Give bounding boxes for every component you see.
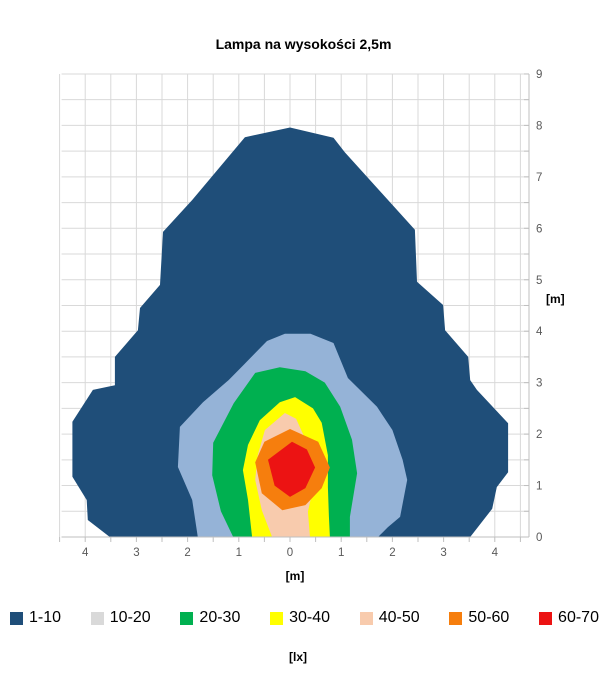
legend-swatch-icon	[539, 611, 553, 625]
legend-item-60-70: 60-70	[539, 609, 599, 627]
x-tick-label: 1	[338, 547, 344, 559]
contour-plot: 4 3 2 1 0 1 2 3 4 0 1 2 3 4 5 6 7 8 9	[59, 69, 543, 559]
legend-item-label: 60-70	[558, 609, 599, 626]
legend-item-20-30: 20-30	[180, 609, 240, 627]
legend-item-50-60: 50-60	[449, 609, 509, 627]
y-tick-label: 1	[536, 481, 542, 493]
y-tick-label: 5	[536, 275, 542, 287]
legend-item-label: 1-10	[29, 609, 62, 626]
legend-swatch-icon	[270, 611, 284, 625]
y-tick-label: 0	[536, 532, 542, 544]
y-tick-label: 3	[536, 378, 542, 390]
legend-swatch-icon	[10, 611, 23, 625]
legend: 1-10 10-20 20-30 30-40 40-50 50-60 60-70	[10, 609, 599, 627]
x-tick-label: 4	[82, 547, 89, 559]
x-tick-label: 2	[389, 547, 395, 559]
y-tick-label: 9	[536, 69, 542, 81]
x-tick-label: 2	[184, 547, 190, 559]
legend-item-label: 10-20	[109, 609, 151, 626]
contour-band-60-70	[268, 441, 316, 497]
legend-swatch-icon	[90, 611, 104, 625]
legend-unit-label: [lx]	[289, 650, 307, 664]
x-tick-label: 4	[492, 547, 499, 559]
x-tick-label: 0	[287, 547, 293, 559]
x-tick-label: 1	[236, 547, 242, 559]
x-tick-label: 3	[440, 547, 446, 559]
legend-item-10-20: 10-20	[90, 609, 151, 627]
y-axis-label: [m]	[546, 292, 565, 306]
legend-item-label: 20-30	[199, 609, 241, 626]
legend-item-30-40: 30-40	[270, 609, 330, 627]
legend-swatch-icon	[449, 611, 463, 625]
legend-item-label: 30-40	[289, 609, 330, 626]
legend-item-40-50: 40-50	[359, 609, 420, 627]
legend-swatch-icon	[180, 611, 194, 625]
y-tick-label: 7	[536, 172, 542, 184]
legend-item-1-10: 1-10	[10, 609, 61, 627]
chart-title: Lampa na wysokości 2,5m	[215, 36, 392, 52]
x-tick-label: 3	[133, 547, 139, 559]
legend-item-label: 40-50	[378, 609, 420, 626]
legend-swatch-icon	[359, 611, 373, 625]
x-axis-label: [m]	[285, 569, 305, 583]
y-tick-label: 6	[536, 223, 542, 235]
y-tick-label: 4	[536, 326, 543, 338]
y-tick-label: 8	[536, 120, 542, 132]
legend-item-label: 50-60	[468, 609, 510, 626]
y-tick-label: 2	[536, 429, 542, 441]
